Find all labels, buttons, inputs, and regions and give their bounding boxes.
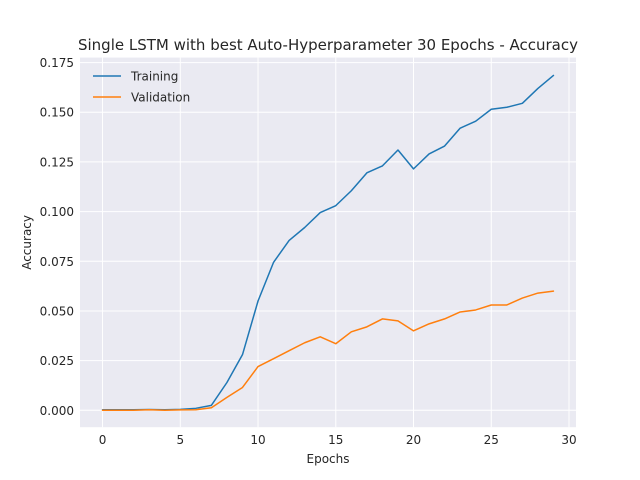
- x-tick-label: 0: [99, 433, 107, 447]
- x-tick-label: 10: [250, 433, 265, 447]
- chart-title: Single LSTM with best Auto-Hyperparamete…: [78, 36, 578, 54]
- grid-lines: [80, 57, 576, 428]
- y-tick-label: 0.050: [40, 304, 74, 318]
- x-axis-ticks: 0 5 10 15 20 25 30: [99, 433, 577, 447]
- y-tick-label: 0.175: [40, 56, 74, 70]
- x-tick-label: 5: [176, 433, 184, 447]
- plot-area: [80, 57, 576, 428]
- y-tick-label: 0.150: [40, 106, 74, 120]
- y-tick-label: 0.000: [40, 404, 74, 418]
- series-lines: [101, 74, 555, 412]
- y-tick-label: 0.125: [40, 155, 74, 169]
- legend-label-validation: Validation: [131, 91, 190, 105]
- x-tick-label: 15: [328, 433, 343, 447]
- y-tick-label: 0.100: [40, 205, 74, 219]
- legend-label-training: Training: [130, 70, 178, 84]
- x-tick-label: 30: [561, 433, 576, 447]
- series-line-validation: [101, 290, 555, 412]
- legend: Training Validation: [93, 70, 190, 105]
- x-tick-label: 20: [406, 433, 421, 447]
- x-tick-label: 25: [484, 433, 499, 447]
- y-axis-ticks: 0.000 0.025 0.050 0.075 0.100 0.125 0.150 0.175: [40, 56, 74, 418]
- y-tick-label: 0.025: [40, 354, 74, 368]
- x-axis-label: Epochs: [307, 452, 350, 466]
- y-axis-label: Accuracy: [20, 215, 34, 270]
- y-tick-label: 0.075: [40, 255, 74, 269]
